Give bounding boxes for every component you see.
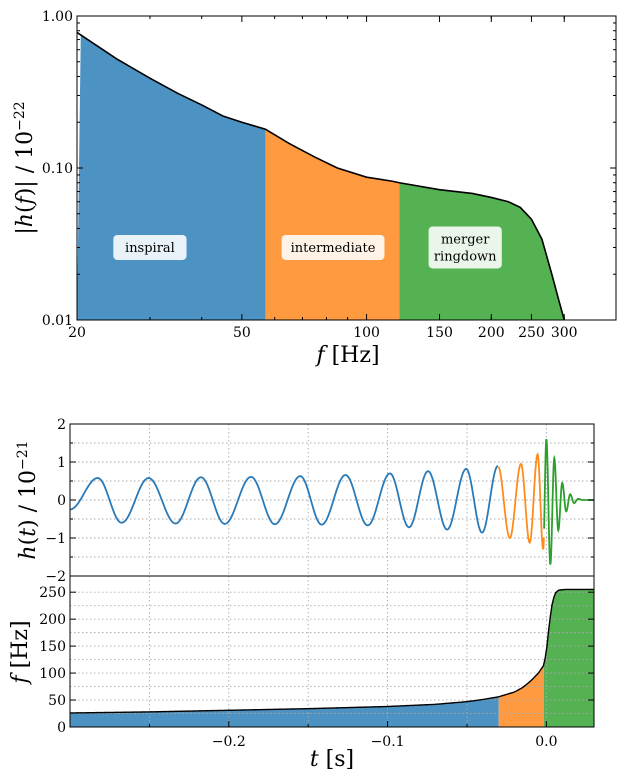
x-tick-label: 250 xyxy=(518,325,545,341)
y-tick-label: 0.01 xyxy=(42,313,73,329)
frequency-x-label: t [s] xyxy=(310,747,354,772)
freq-region-inspiral xyxy=(70,696,499,727)
x-tick-label: 50 xyxy=(233,325,251,341)
annotation-box xyxy=(113,234,187,260)
y-tick-label: −2 xyxy=(45,569,66,585)
y-tick-label: 0 xyxy=(57,493,66,509)
annotation-label: intermediate xyxy=(291,241,376,256)
freq-region-merger xyxy=(543,589,594,727)
amplitude-curve xyxy=(76,31,566,321)
frequency-plot-frame xyxy=(69,575,595,728)
y-tick-label: 50 xyxy=(48,693,66,709)
y-tick-label: 200 xyxy=(39,612,66,628)
region-inspiral xyxy=(77,34,266,320)
x-tick-label: 150 xyxy=(426,325,453,341)
strain-y-label: h(t) / 10−21 xyxy=(15,440,41,559)
amplitude-y-label: |h(f)| / 10−22 xyxy=(12,101,38,234)
x-tick-label: −0.1 xyxy=(371,734,405,750)
annotation-box xyxy=(281,234,385,260)
annotation-intermediate: intermediate xyxy=(281,234,385,260)
frequency-y-label: f [Hz] xyxy=(8,620,33,685)
annotation-merger: merger ringdown xyxy=(428,226,502,269)
frequency-panel: 0 50 100 150 200 250 −0.2 −0.1 0.0 t [s] f [Hz] xyxy=(8,575,595,772)
amplitude-x-label: f [Hz] xyxy=(314,343,379,368)
y-tick-label: −1 xyxy=(45,531,66,547)
annotation-label: merger xyxy=(441,232,490,247)
annotation-box xyxy=(428,226,502,269)
y-tick-label: 0 xyxy=(57,720,66,736)
x-tick-label: 100 xyxy=(353,325,380,341)
x-tick-label: 200 xyxy=(478,325,505,341)
y-tick-label: 250 xyxy=(39,585,66,601)
y-tick-label: 100 xyxy=(39,666,66,682)
frequency-curve xyxy=(69,588,594,714)
y-tick-label: 2 xyxy=(57,417,66,433)
annotation-label: ringdown xyxy=(434,249,497,264)
x-tick-label: 300 xyxy=(551,325,578,341)
annotation-label: inspiral xyxy=(125,241,175,256)
x-tick-label: 20 xyxy=(68,325,86,341)
strain-inspiral-line xyxy=(69,465,499,534)
region-intermediate xyxy=(265,129,400,320)
x-tick-label: 0.0 xyxy=(535,734,557,750)
strain-merger-line xyxy=(543,439,594,565)
y-tick-label: 150 xyxy=(39,639,66,655)
annotation-inspiral: inspiral xyxy=(113,234,187,260)
y-tick-label: 0.10 xyxy=(42,161,73,177)
x-tick-label: −0.2 xyxy=(212,734,246,750)
amplitude-panel: inspiral intermediate merger ringdown 20 50 1… xyxy=(12,9,617,368)
strain-panel: 2 1 0 −1 −2 h(t) / 10−21 xyxy=(15,417,595,585)
y-tick-label: 1.00 xyxy=(42,9,73,25)
y-tick-label: 1 xyxy=(57,455,66,471)
freq-region-intermediate xyxy=(498,664,544,727)
strain-intermediate-line xyxy=(497,452,545,550)
